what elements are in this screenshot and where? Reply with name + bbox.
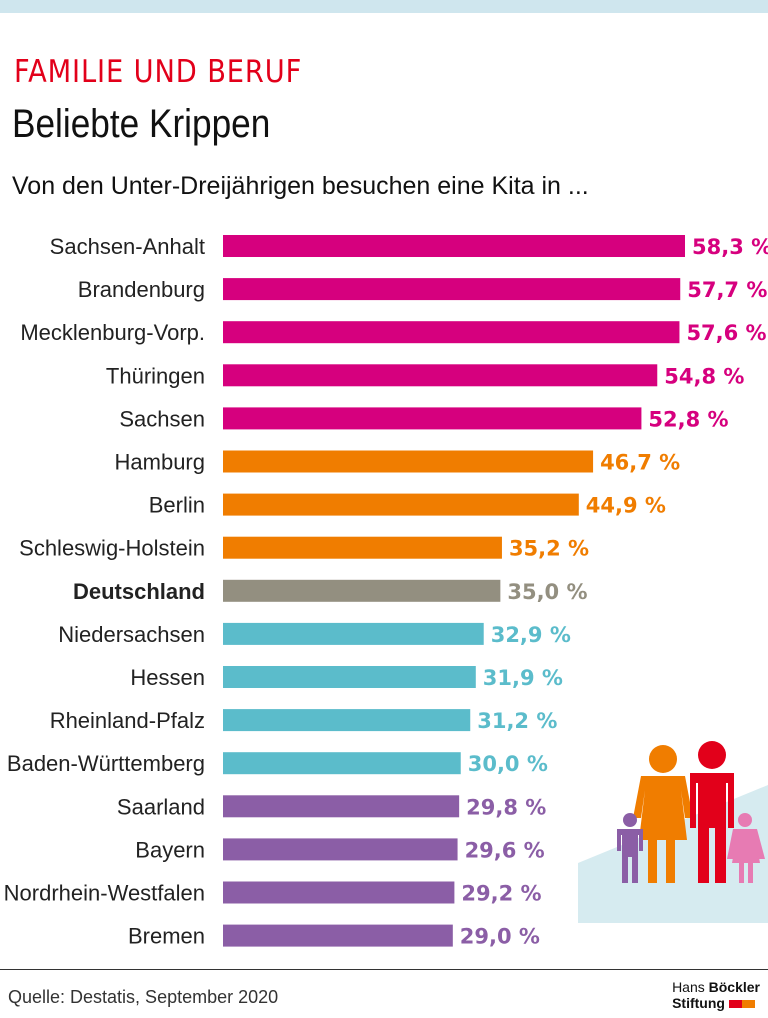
bar-0 <box>223 235 685 257</box>
value-label: 29,2 % <box>461 882 541 906</box>
category-label: Brandenburg <box>78 277 205 302</box>
bar-7 <box>223 536 502 559</box>
category-label: Hessen <box>130 665 205 690</box>
value-label: 29,6 % <box>465 838 545 862</box>
value-label: 35,0 % <box>507 580 587 604</box>
category-label: Schleswig-Holstein <box>19 536 205 561</box>
value-label: 31,2 % <box>477 709 557 733</box>
value-label: 30,0 % <box>468 752 548 776</box>
bar-4 <box>223 407 642 430</box>
chart-subtitle: Von den Unter-Dreijährigen besuchen eine… <box>12 172 589 200</box>
value-label: 46,7 % <box>600 451 680 475</box>
bar-8 <box>223 579 501 602</box>
bar-13 <box>223 795 460 818</box>
value-label: 58,3 % <box>692 235 768 259</box>
category-label: Niedersachsen <box>58 622 205 647</box>
category-label: Berlin <box>149 493 205 518</box>
value-label: 32,9 % <box>491 623 571 647</box>
category-label: Sachsen <box>119 406 205 431</box>
category-label: Baden-Württemberg <box>7 751 205 776</box>
bar-6 <box>223 493 579 516</box>
category-label: Mecklenburg-Vorp. <box>20 320 205 345</box>
category-label: Nordrhein-Westfalen <box>4 881 205 906</box>
source-note: Quelle: Destatis, September 2020 <box>8 987 279 1007</box>
value-label: 29,8 % <box>466 795 546 819</box>
value-label: 29,0 % <box>460 925 540 949</box>
bar-1 <box>223 278 681 301</box>
value-label: 52,8 % <box>648 407 728 431</box>
footer-rule <box>0 969 768 970</box>
category-label: Deutschland <box>73 579 205 604</box>
category-label: Bayern <box>135 837 205 862</box>
bar-11 <box>223 709 471 732</box>
bar-9 <box>223 622 484 645</box>
bar-5 <box>223 450 594 473</box>
family-illustration <box>578 741 768 923</box>
category-label: Hamburg <box>115 450 205 475</box>
value-label: 44,9 % <box>586 494 666 518</box>
value-label: 35,2 % <box>509 537 589 561</box>
chart-title: Beliebte Krippen <box>12 102 271 146</box>
category-label: Rheinland-Pfalz <box>50 708 205 733</box>
category-label: Thüringen <box>106 363 205 388</box>
value-label: 31,9 % <box>483 666 563 690</box>
value-label: 57,7 % <box>687 278 767 302</box>
bar-15 <box>223 881 455 904</box>
bar-12 <box>223 752 461 775</box>
category-label: Sachsen-Anhalt <box>50 234 205 259</box>
category-label: Saarland <box>117 794 205 819</box>
value-label: 57,6 % <box>686 321 766 345</box>
bar-10 <box>223 666 476 688</box>
bar-3 <box>223 364 658 387</box>
hans-boeckler-logo: Hans Böckler Stiftung <box>672 979 760 1011</box>
value-label: 54,8 % <box>664 364 744 388</box>
category-label: Bremen <box>128 924 205 949</box>
bar-16 <box>223 924 453 947</box>
bar-14 <box>223 838 458 861</box>
bar-2 <box>223 321 680 344</box>
top-band <box>0 0 768 13</box>
kicker: FAMILIE UND BERUF <box>14 54 303 90</box>
